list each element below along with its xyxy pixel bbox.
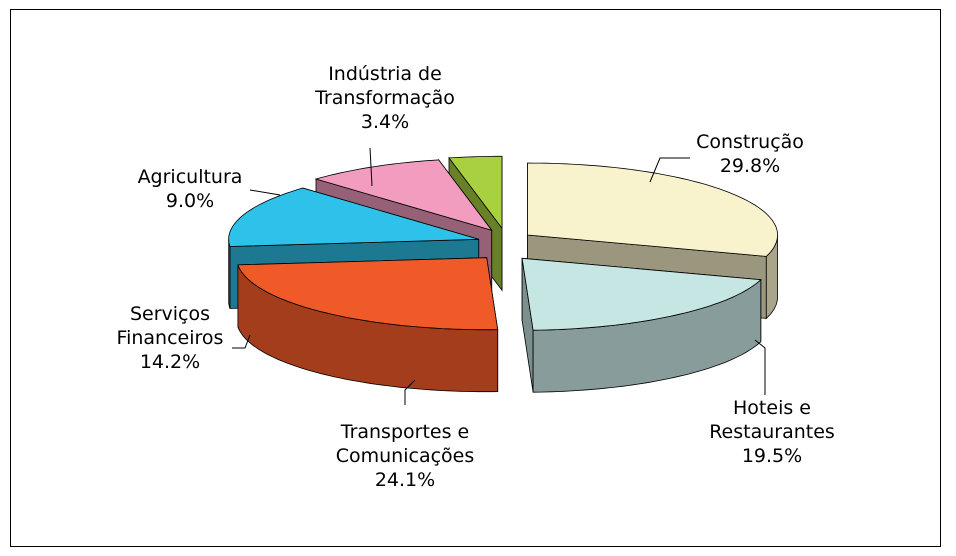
- slice-top: [448, 155, 503, 230]
- category-label: Hoteis e Restaurantes: [709, 397, 835, 443]
- leader-line: [369, 147, 373, 187]
- slice-label: Indústria de Transformação 3.4%: [295, 62, 475, 134]
- value-label: 3.4%: [360, 111, 410, 133]
- slice-top: [237, 257, 499, 331]
- slice-top: [314, 159, 493, 231]
- slice-top: [527, 162, 778, 257]
- pie: [228, 155, 778, 393]
- category-label: Serviços Financeiros: [116, 303, 224, 349]
- slice-top: [228, 187, 479, 247]
- value-label: 29.8%: [719, 155, 781, 177]
- leader-line: [649, 157, 690, 183]
- value-label: 14.2%: [139, 351, 201, 373]
- slice-label: Construção 29.8%: [640, 130, 860, 178]
- slice-label: Hoteis e Restaurantes 19.5%: [692, 396, 852, 468]
- slice-top: [521, 257, 762, 331]
- slice-side: [228, 239, 231, 309]
- category-label: Indústria de Transformação: [315, 63, 455, 109]
- leader-line: [404, 379, 416, 405]
- value-label: 24.1%: [374, 469, 436, 491]
- category-label: Transportes e Comunicações: [335, 421, 475, 467]
- category-label: Construção: [696, 131, 804, 153]
- leader-line: [249, 189, 281, 196]
- leader-line: [232, 334, 251, 349]
- slice-label: Serviços Financeiros 14.2%: [100, 302, 240, 374]
- value-label: 9.0%: [165, 190, 215, 212]
- value-label: 19.5%: [741, 445, 803, 467]
- slice-label: Agricultura 9.0%: [90, 165, 290, 213]
- leader-lines: [232, 147, 766, 405]
- slice-label: Transportes e Comunicações 24.1%: [315, 420, 495, 492]
- leader-line: [754, 339, 766, 395]
- category-label: Agricultura: [137, 166, 243, 188]
